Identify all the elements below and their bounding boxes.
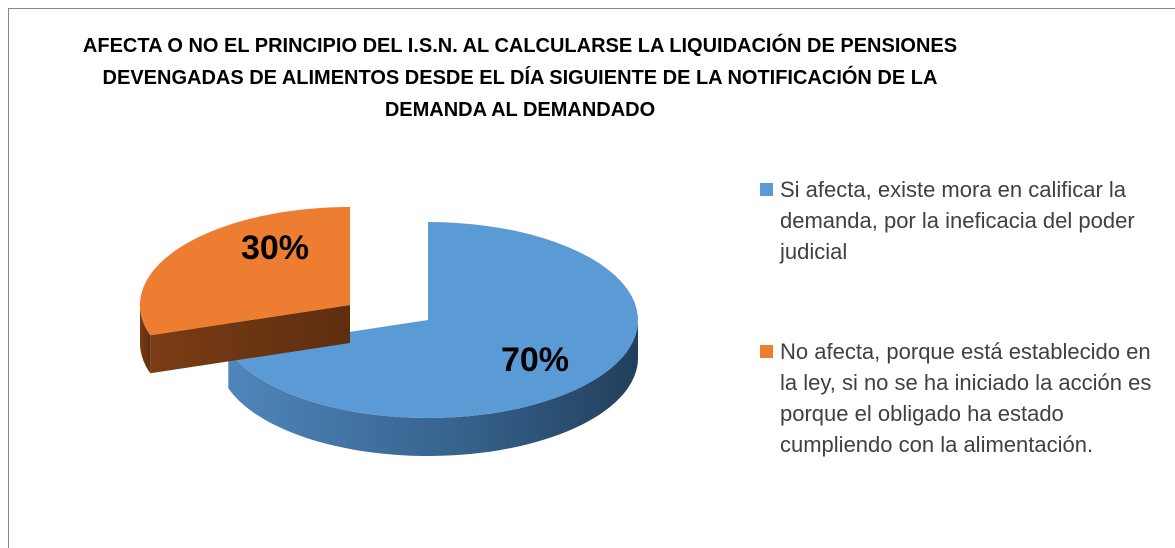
legend-label: No afecta, porque está establecido en la… [780,339,1152,457]
slice-face [150,305,350,374]
legend-item: Si afecta, existe mora en calificar la d… [760,174,1160,267]
data-label: 70% [501,341,569,379]
legend-swatch [760,183,773,196]
slice-side [228,320,639,456]
chart-border [8,8,1175,548]
legend-label: Si afecta, existe mora en calificar la d… [780,177,1135,264]
slice [140,207,350,336]
data-label: 30% [241,229,309,267]
slice-side [140,305,151,374]
slice [228,222,638,418]
legend-swatch [760,345,773,358]
legend-item: No afecta, porque está establecido en la… [760,336,1160,460]
chart-title: AFECTA O NO EL PRINCIPIO DEL I.S.N. AL C… [82,35,958,121]
